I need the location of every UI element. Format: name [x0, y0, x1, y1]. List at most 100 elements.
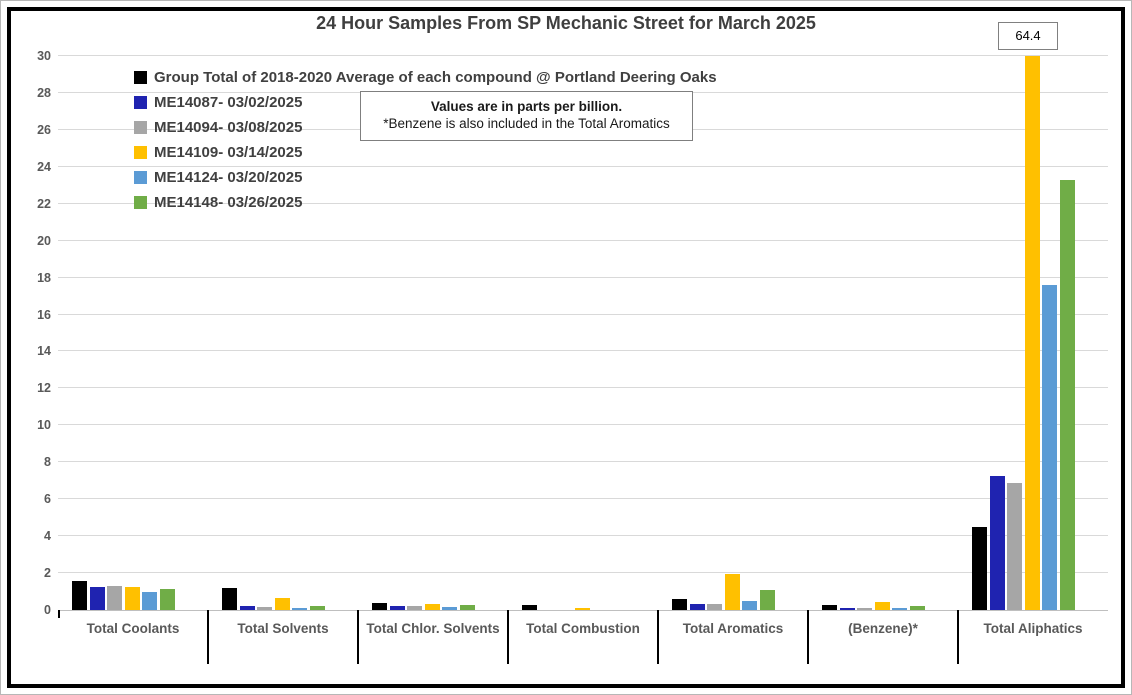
x-axis: Total Coolants Total Solvents Total Chlor.… [58, 610, 1108, 666]
legend-item-1: ME14087- 03/02/2025 [134, 90, 717, 115]
bar-benzene-s1 [839, 608, 855, 610]
y-axis-labels: 0 2 4 6 8 10 12 14 16 18 20 22 24 26 28 30 [15, 49, 51, 617]
x-category-label-5: (Benzene)* [848, 621, 918, 636]
bar-total-aliphatics-s4 [1042, 285, 1058, 610]
legend-label: Group Total of 2018-2020 Average of each… [154, 69, 717, 86]
gridline-y20 [58, 239, 1108, 241]
y-tick-label-2: 2 [44, 566, 51, 581]
gridline-y22 [58, 202, 1108, 204]
legend-swatch-icon [134, 196, 147, 209]
bar-total-chlor-solvents-s3 [424, 604, 440, 610]
legend-item-3: ME14109- 03/14/2025 [134, 140, 717, 165]
y-tick-label-20: 20 [37, 233, 51, 248]
bar-benzene-s0 [822, 605, 837, 610]
bar-benzene-s4 [892, 608, 908, 610]
bar-total-aliphatics-s0 [972, 527, 987, 610]
legend-label: ME14148- 03/26/2025 [154, 194, 303, 211]
bar-total-coolants-s3 [124, 587, 140, 610]
gridline-y30 [58, 55, 1108, 56]
bar-total-coolants-s1 [89, 587, 105, 610]
bar-total-aromatics-s4 [742, 601, 758, 610]
bar-total-solvents-s4 [292, 608, 308, 610]
y-tick-label-8: 8 [44, 455, 51, 470]
bar-total-aromatics-s2 [707, 604, 723, 610]
legend-label: ME14087- 03/02/2025 [154, 94, 303, 111]
x-category-label-0: Total Coolants [86, 621, 180, 636]
units-note-line1: Values are in parts per billion. [430, 99, 623, 114]
bar-total-aromatics-s3 [724, 574, 740, 610]
y-tick-label-22: 22 [37, 196, 51, 211]
bar-total-chlor-solvents-s4 [442, 607, 458, 610]
bar-benzene-s3 [874, 602, 890, 610]
legend-label: ME14109- 03/14/2025 [154, 144, 303, 161]
category-divider-1 [207, 610, 209, 664]
chart-title: 24 Hour Samples From SP Mechanic Street … [316, 13, 816, 33]
bar-total-coolants-s0 [72, 581, 87, 610]
y-tick-label-26: 26 [37, 122, 51, 137]
legend-item-5: ME14148- 03/26/2025 [134, 190, 717, 215]
units-note-box: Values are in parts per billion. *Benzen… [360, 91, 693, 141]
bar-total-coolants-s5 [160, 589, 175, 610]
bar-total-aromatics-s5 [760, 590, 775, 610]
bar-total-aromatics-s1 [689, 604, 705, 610]
gridline-y12 [58, 387, 1108, 389]
legend-swatch-icon [134, 71, 147, 84]
category-divider-3 [507, 610, 509, 664]
legend-item-2: ME14094- 03/08/2025 [134, 115, 717, 140]
y-tick-label-12: 12 [37, 381, 51, 396]
legend-swatch-icon [134, 146, 147, 159]
gridline-y14 [58, 350, 1108, 352]
legend-item-0: Group Total of 2018-2020 Average of each… [134, 65, 717, 90]
bar-total-aliphatics-s2 [1007, 483, 1023, 610]
y-tick-label-0: 0 [44, 603, 51, 617]
legend-swatch-icon [134, 96, 147, 109]
legend-label: ME14094- 03/08/2025 [154, 119, 303, 136]
bar-total-aromatics-s0 [672, 599, 687, 610]
gridline-y8 [58, 461, 1108, 463]
bar-total-chlor-solvents-s2 [407, 606, 423, 610]
x-category-label-4: Total Aromatics [682, 621, 784, 636]
x-category-label-6: Total Aliphatics [983, 621, 1083, 636]
bar-total-chlor-solvents-s0 [372, 603, 387, 610]
x-category-label-2: Total Chlor. Solvents [366, 621, 500, 636]
gridline-y4 [58, 535, 1108, 537]
clipped-bar-value-callout: 64.4 [998, 22, 1058, 50]
x-category-label-1: Total Solvents [237, 621, 329, 636]
category-divider-5 [807, 610, 809, 664]
bar-total-combustion-s0 [522, 605, 537, 610]
bar-total-solvents-s2 [257, 607, 273, 610]
y-tick-label-6: 6 [44, 492, 51, 507]
category-divider-6 [957, 610, 959, 664]
bar-total-solvents-s3 [274, 598, 290, 610]
bar-total-chlor-solvents-s1 [389, 606, 405, 610]
y-tick-label-30: 30 [37, 49, 51, 63]
category-divider-2 [357, 610, 359, 664]
gridline-y16 [58, 313, 1108, 315]
bar-total-solvents-s5 [310, 606, 325, 610]
legend-swatch-icon [134, 171, 147, 184]
legend-item-4: ME14124- 03/20/2025 [134, 165, 717, 190]
bar-total-aliphatics-s5 [1060, 180, 1075, 610]
bar-total-coolants-s2 [107, 586, 123, 610]
axis-corner-tick [58, 610, 60, 618]
plot-area [58, 55, 1108, 611]
bar-benzene-s2 [857, 608, 873, 610]
bar-benzene-s5 [910, 606, 925, 610]
gridline-y10 [58, 424, 1108, 426]
legend: Group Total of 2018-2020 Average of each… [134, 65, 717, 215]
y-tick-label-10: 10 [37, 418, 51, 433]
gridline-y18 [58, 276, 1108, 278]
category-divider-4 [657, 610, 659, 664]
bar-total-chlor-solvents-s5 [460, 605, 475, 610]
bar-total-solvents-s1 [239, 606, 255, 610]
y-tick-label-4: 4 [44, 529, 51, 544]
bar-total-aliphatics-s3 [1024, 56, 1040, 610]
bar-total-combustion-s3 [574, 608, 590, 610]
y-tick-label-16: 16 [37, 307, 51, 322]
gridline-y0 [58, 610, 1108, 611]
bar-total-solvents-s0 [222, 588, 237, 610]
y-tick-label-24: 24 [37, 159, 51, 174]
legend-label: ME14124- 03/20/2025 [154, 169, 303, 186]
bar-total-coolants-s4 [142, 592, 158, 610]
